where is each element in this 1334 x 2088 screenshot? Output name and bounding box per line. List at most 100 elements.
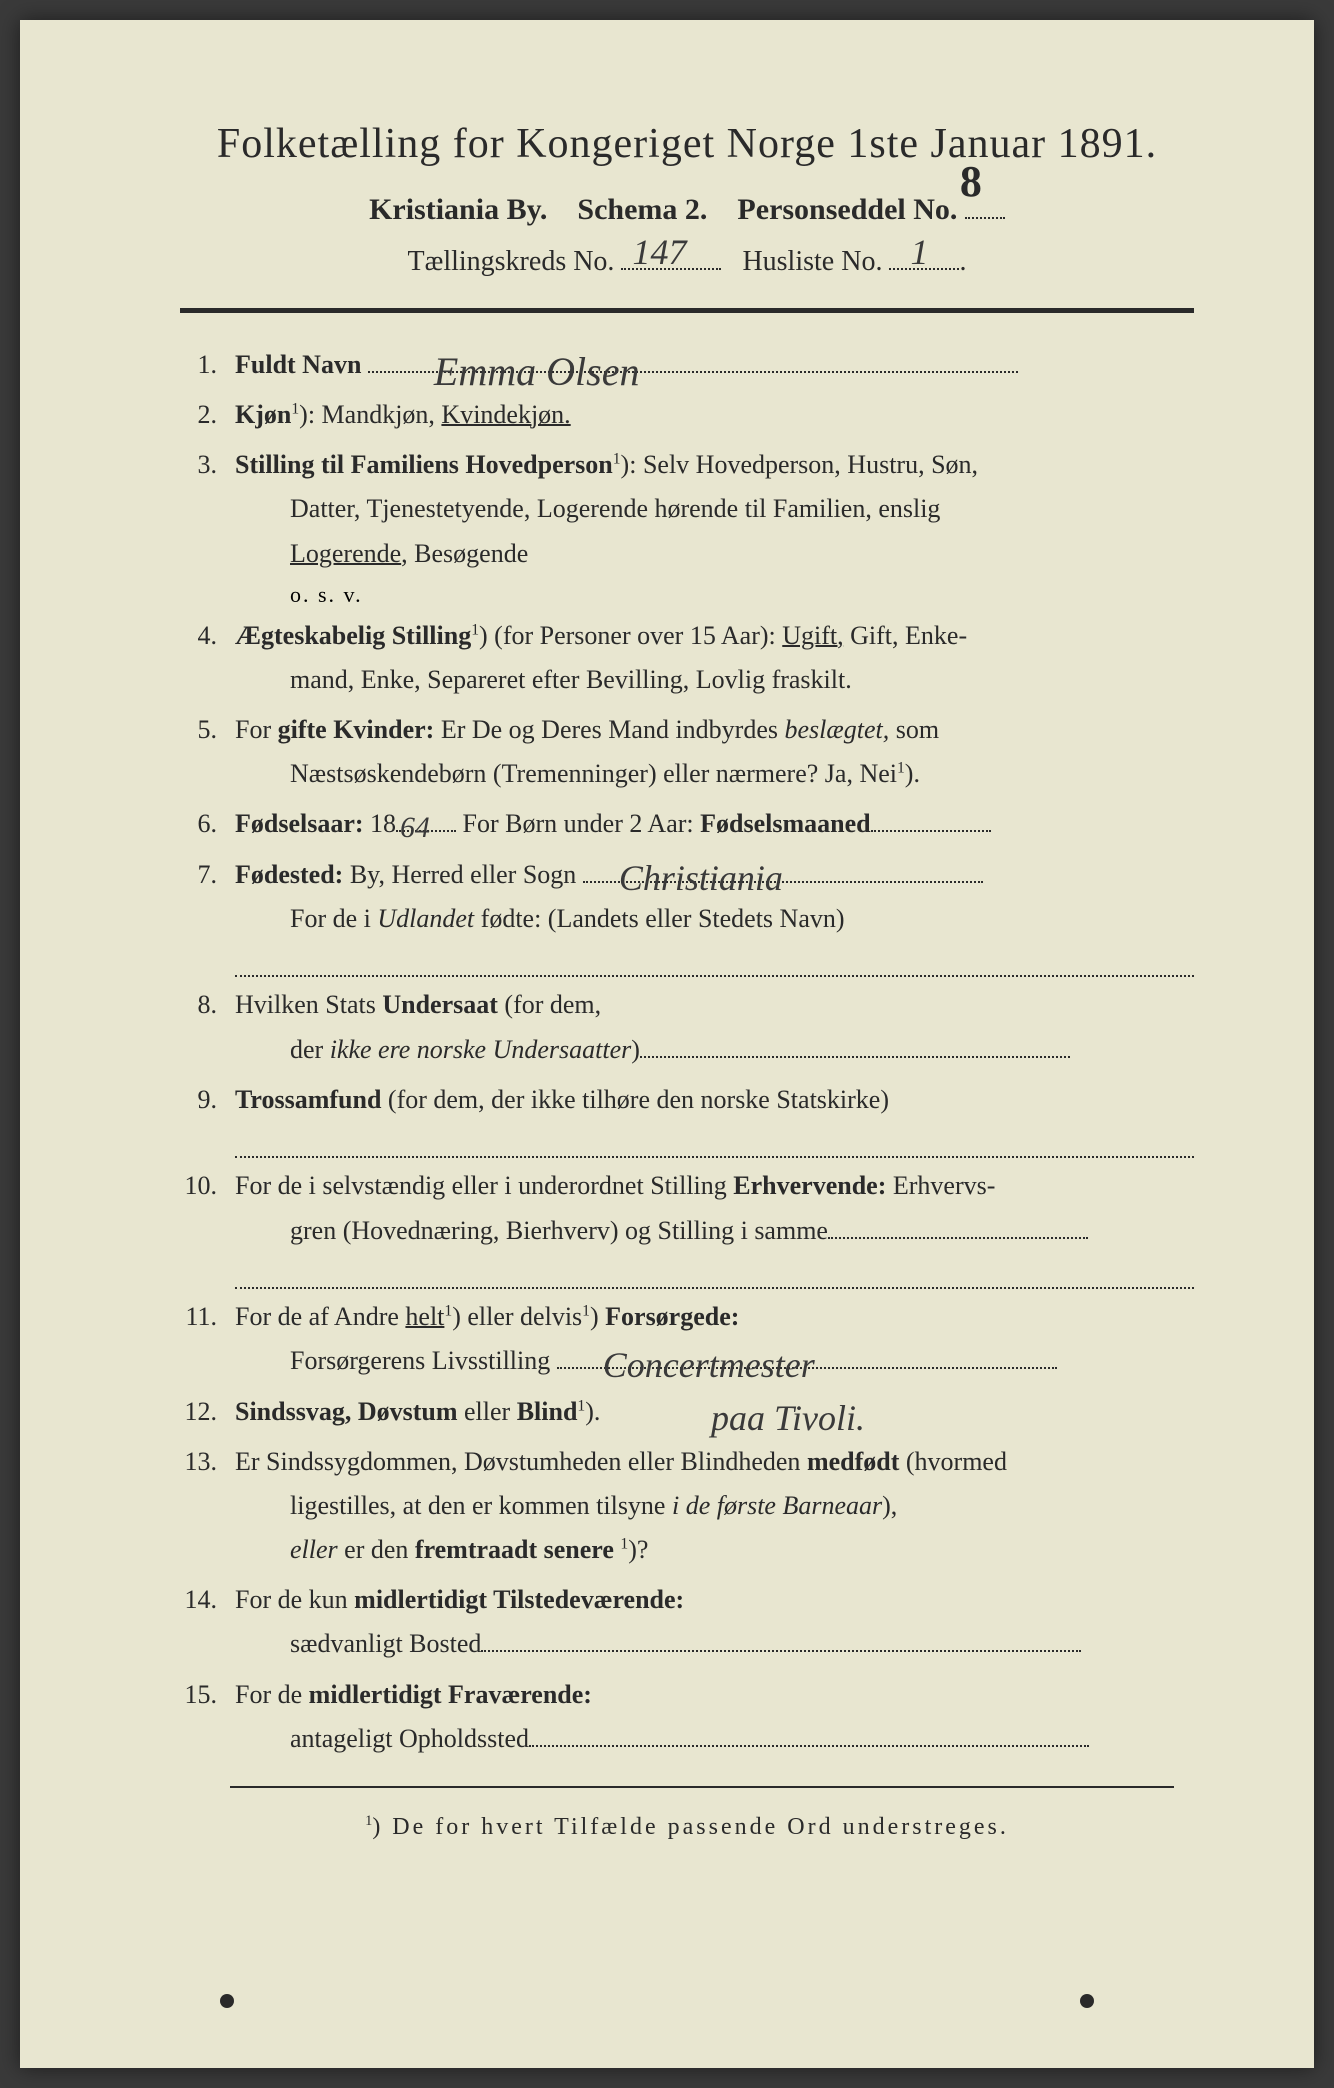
- label-aegteskab: Ægteskabelig Stilling: [235, 621, 471, 650]
- field-2-sex: 2. Kjøn1): Mandkjøn, Kvindekjøn.: [180, 393, 1194, 437]
- label-trossamfund: Trossamfund: [235, 1085, 381, 1114]
- blank-10: [235, 1253, 1194, 1289]
- label-senere: fremtraadt senere: [415, 1535, 614, 1564]
- field-13-medfodt: 13. Er Sindssygdommen, Døvstumheden elle…: [180, 1440, 1194, 1573]
- field-15-fravaerende: 15. For de midlertidigt Fraværende: anta…: [180, 1673, 1194, 1761]
- num-12: 12.: [180, 1390, 235, 1434]
- num-11: 11.: [180, 1295, 235, 1383]
- label-gifte: gifte Kvinder:: [278, 715, 435, 744]
- text-13g: er den: [338, 1535, 415, 1564]
- text-7a: By, Herred eller Sogn: [343, 860, 576, 889]
- personseddel-value: 8: [960, 156, 982, 207]
- field-9-trossamfund: 9. Trossamfund (for dem, der ikke tilhør…: [180, 1078, 1194, 1159]
- text-5b: Er De og Deres Mand indbyrdes: [434, 715, 784, 744]
- sup: 1: [582, 1303, 590, 1320]
- text-7c: Udlandet: [377, 904, 474, 933]
- text-5d: som: [889, 715, 939, 744]
- value-name: Emma Olsen: [428, 338, 646, 406]
- sup: 1: [444, 1303, 452, 1320]
- text-7b: For de i: [290, 904, 377, 933]
- text-13a: Er Sindssygdommen, Døvstumheden eller Bl…: [235, 1447, 807, 1476]
- text-8a: Hvilken Stats: [235, 990, 382, 1019]
- label-fodselsmaaned: Fødselsmaaned: [700, 809, 870, 838]
- text-13b: (hvormed: [899, 1447, 1007, 1476]
- num-9: 9.: [180, 1078, 235, 1159]
- schema-label: Schema 2.: [577, 193, 707, 226]
- text-6a: 18: [364, 809, 397, 838]
- text-8b: (for dem,: [498, 990, 601, 1019]
- sup: 1: [291, 400, 299, 417]
- label-forsorgede: Forsørgede:: [599, 1302, 740, 1331]
- footer-rule: [230, 1786, 1174, 1788]
- label-sindssvag: Sindssvag, Døvstum: [235, 1397, 458, 1426]
- label-stilling: Stilling til Familiens Hovedperson: [235, 450, 613, 479]
- label-fodselsaar: Fødselsaar:: [235, 809, 364, 838]
- label-blind: Blind: [517, 1397, 578, 1426]
- sup: 1: [471, 621, 479, 638]
- blank-7: [235, 941, 1194, 977]
- text-12a: eller: [458, 1397, 517, 1426]
- kreds-value: 147: [626, 231, 692, 273]
- osv: o. s. v.: [180, 582, 1194, 608]
- text-8d: ikke ere norske Undersaatter: [330, 1035, 632, 1064]
- field-4-marital: 4. Ægteskabelig Stilling1) (for Personer…: [180, 614, 1194, 702]
- text-8c: der: [290, 1035, 330, 1064]
- sup: 1: [577, 1397, 585, 1414]
- text-10c: gren (Hovednæring, Bierhverv) og Stillin…: [290, 1216, 828, 1245]
- text-10b: Erhvervs-: [886, 1171, 995, 1200]
- num-4: 4.: [180, 614, 235, 702]
- city-label: Kristiania By.: [369, 193, 547, 226]
- text-13f: eller: [290, 1535, 338, 1564]
- field-5-gifte: 5. For gifte Kvinder: Er De og Deres Man…: [180, 708, 1194, 796]
- label-erhvervende: Erhvervende:: [733, 1171, 886, 1200]
- num-1: 1.: [180, 343, 235, 387]
- text-mandkjon: : Mandkjøn,: [308, 400, 442, 429]
- form-subtitle: Kristiania By. Schema 2. Personseddel No…: [180, 186, 1194, 227]
- field-12-sindssvag: 12. Sindssvag, Døvstum eller Blind1). pa…: [180, 1390, 1194, 1434]
- label-fravaerende: midlertidigt Fraværende:: [309, 1680, 592, 1709]
- text-3a: : Selv Hovedperson, Hustru, Søn,: [629, 450, 978, 479]
- text-9a: (for dem, der ikke tilhøre den norske St…: [381, 1085, 889, 1114]
- field-10-erhverv: 10. For de i selvstændig eller i underor…: [180, 1164, 1194, 1289]
- num-7: 7.: [180, 853, 235, 978]
- value-note-12: paa Tivoli.: [705, 1388, 871, 1449]
- field-8-undersaat: 8. Hvilken Stats Undersaat (for dem, der…: [180, 983, 1194, 1071]
- text-13h: ?: [637, 1535, 649, 1564]
- hole-icon: [220, 1994, 234, 2008]
- blank-9: [235, 1122, 1194, 1158]
- text-15b: antageligt Opholdssted: [290, 1724, 529, 1753]
- value-birthplace: Christiania: [613, 848, 789, 909]
- text-13c: ligestilles, at den er kommen tilsyne: [290, 1491, 672, 1520]
- label-fodested: Fødested:: [235, 860, 343, 889]
- label-kjon: Kjøn: [235, 400, 291, 429]
- field-6-birthyear: 6. Fødselsaar: 1864 For Børn under 2 Aar…: [180, 802, 1194, 846]
- footnote: 1) De for hvert Tilfælde passende Ord un…: [180, 1813, 1194, 1841]
- sup: 1: [620, 1535, 628, 1552]
- text-14b: sædvanligt Bosted: [290, 1629, 481, 1658]
- sup: 1: [897, 760, 905, 777]
- text-4d: mand, Enke, Separeret efter Bevilling, L…: [235, 658, 1194, 702]
- text-11d: Forsørgerens Livsstilling: [290, 1346, 550, 1375]
- label-tilstede: midlertidigt Tilstedeværende:: [354, 1585, 684, 1614]
- text-10a: For de i selvstændig eller i underordnet…: [235, 1171, 733, 1200]
- num-13: 13.: [180, 1440, 235, 1573]
- text-4a: (for Personer over 15 Aar):: [488, 621, 783, 650]
- form-title: Folketælling for Kongeriget Norge 1ste J…: [180, 120, 1194, 168]
- hole-icon: [1080, 1994, 1094, 2008]
- husliste-label: Husliste No.: [742, 246, 882, 277]
- census-form-page: Folketælling for Kongeriget Norge 1ste J…: [20, 20, 1314, 2068]
- footnote-text: ) De for hvert Tilfælde passende Ord und…: [372, 1814, 1009, 1840]
- text-8e: ): [631, 1035, 640, 1064]
- num-15: 15.: [180, 1673, 235, 1761]
- value-ugift: Ugift,: [782, 621, 843, 650]
- text-15a: For de: [235, 1680, 309, 1709]
- text-13e: ),: [882, 1491, 897, 1520]
- text-11a: For de af Andre: [235, 1302, 405, 1331]
- text-13d: i de første Barneaar: [672, 1491, 882, 1520]
- value-helt: helt: [405, 1302, 444, 1331]
- num-2: 2.: [180, 393, 235, 437]
- field-14-tilstede: 14. For de kun midlertidigt Tilstedevære…: [180, 1578, 1194, 1666]
- value-birthyear: 64: [400, 802, 430, 853]
- field-11-forsorgede: 11. For de af Andre helt1) eller delvis1…: [180, 1295, 1194, 1383]
- text-5c: beslægtet,: [785, 715, 890, 744]
